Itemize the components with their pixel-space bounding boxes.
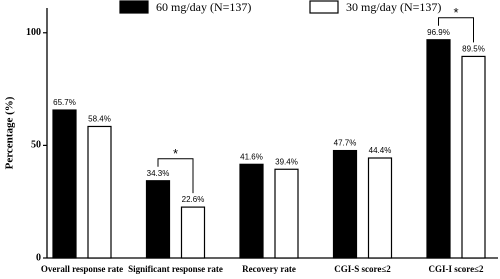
y-tick-label: 50 [31, 140, 41, 151]
value-label: 39.4% [275, 157, 298, 166]
bar [52, 109, 77, 259]
value-label: 89.5% [462, 45, 485, 54]
y-tick-label: 0 [36, 252, 41, 263]
significance-bracket [157, 158, 194, 194]
significance-marker: * [453, 5, 458, 20]
bar [461, 55, 486, 259]
x-tick-label: Overall response rate [41, 264, 123, 274]
bar [145, 180, 171, 259]
value-label: 22.6% [182, 195, 205, 204]
x-tick-label: Significant response rate [128, 264, 223, 274]
legend-swatch [119, 0, 149, 14]
x-tick-label: CGI-S score≤2 [334, 264, 391, 274]
y-tick-label: 100 [26, 27, 41, 38]
y-axis-label: Percentage (%) [4, 96, 16, 169]
bar [239, 163, 264, 259]
value-label: 65.7% [53, 98, 76, 107]
significance-bracket [438, 17, 474, 43]
x-tick-label: Recovery rate [242, 264, 296, 274]
bar [332, 149, 358, 259]
x-tick-label: CGI-I score≤2 [428, 264, 484, 274]
value-label: 58.4% [88, 115, 111, 124]
legend-swatch [309, 0, 339, 14]
value-label: 96.9% [427, 28, 450, 37]
bar [87, 125, 112, 259]
legend-label: 30 mg/day (N=137) [346, 0, 441, 14]
value-label: 44.4% [369, 146, 392, 155]
value-label: 47.7% [334, 139, 357, 148]
legend-label: 60 mg/day (N=137) [156, 0, 251, 14]
value-label: 41.6% [240, 152, 263, 161]
bar [367, 157, 393, 259]
significance-marker: * [173, 146, 178, 161]
value-label: 34.3% [147, 169, 170, 178]
bar [426, 39, 451, 259]
bar [274, 168, 299, 259]
bar [180, 206, 206, 259]
